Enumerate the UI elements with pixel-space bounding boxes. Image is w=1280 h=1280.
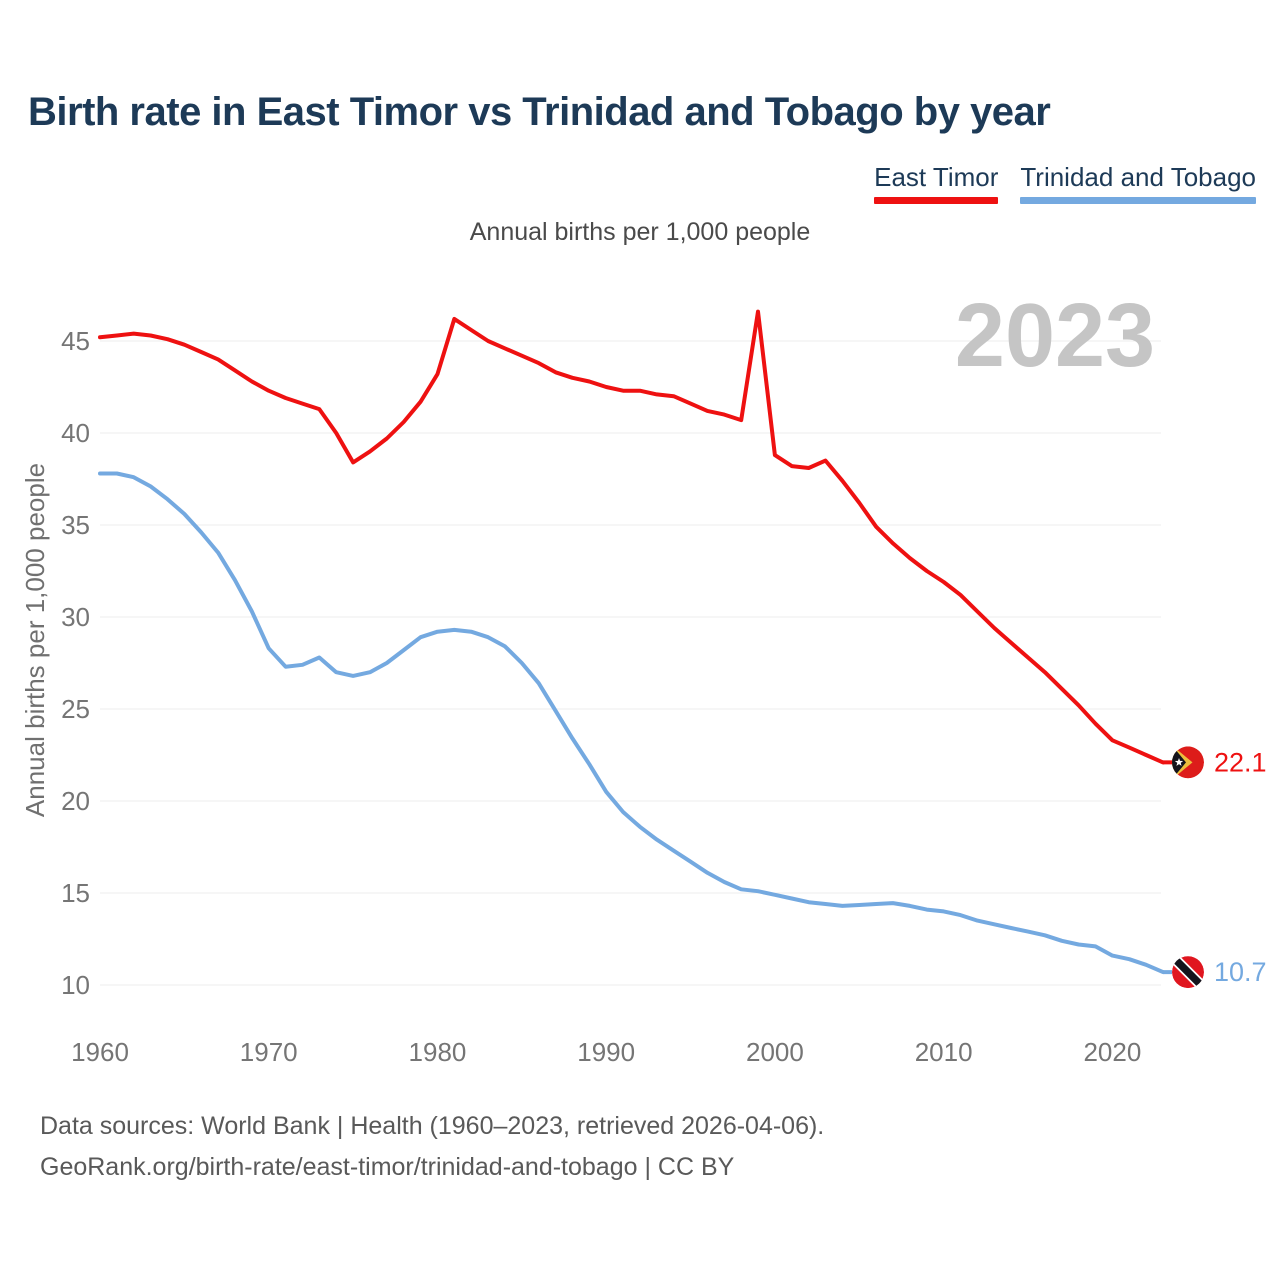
x-tick-label: 1990 [577,1037,635,1067]
y-tick-label: 10 [61,970,90,1000]
x-tick-label: 1980 [409,1037,467,1067]
legend-label-trinidad-and-tobago: Trinidad and Tobago [1020,162,1256,192]
trinidad-and-tobago-flag-icon [1172,956,1204,989]
watermark-year: 2023 [955,286,1155,386]
legend: East Timor Trinidad and Tobago [874,162,1256,204]
x-tick-label: 2010 [915,1037,973,1067]
legend-item-trinidad-and-tobago[interactable]: Trinidad and Tobago [1020,162,1256,204]
series-line-trinidad-and-tobago [98,471,1165,975]
y-axis-title: Annual births per 1,000 people [20,463,50,817]
footer-attribution: GeoRank.org/birth-rate/east-timor/trinid… [40,1153,735,1181]
page-title: Birth rate in East Timor vs Trinidad and… [28,90,1051,134]
chart-subtitle: Annual births per 1,000 people [469,218,811,246]
y-tick-label: 30 [61,602,90,632]
y-tick-label: 20 [61,786,90,816]
x-tick-label: 1970 [240,1037,298,1067]
footer-data-sources: Data sources: World Bank | Health (1960–… [40,1112,825,1140]
y-tick-label: 45 [61,326,90,356]
y-tick-label: 35 [61,510,90,540]
series-line-east-timor [98,309,1165,765]
legend-label-east-timor: East Timor [874,162,999,192]
trinidad-and-tobago-end-value: 10.7 [1214,957,1267,987]
legend-item-east-timor[interactable]: East Timor [874,162,999,204]
legend-color-bar-trinidad-and-tobago [1020,197,1256,204]
x-axis-labels: 1960 1970 1980 1990 2000 2010 2020 [71,1037,1141,1067]
legend-color-bar-east-timor [874,197,999,204]
y-axis-labels: 45 40 35 30 25 20 15 10 [61,326,90,1000]
gridlines [100,340,1161,986]
east-timor-end-value: 22.1 [1214,747,1267,777]
y-tick-label: 25 [61,694,90,724]
y-tick-label: 40 [61,418,90,448]
x-tick-label: 1960 [71,1037,129,1067]
east-timor-flag-icon [1172,746,1204,779]
x-tick-label: 2020 [1083,1037,1141,1067]
footer: Data sources: World Bank | Health (1960–… [40,1106,824,1188]
x-tick-label: 2000 [746,1037,804,1067]
y-tick-label: 15 [61,878,90,908]
